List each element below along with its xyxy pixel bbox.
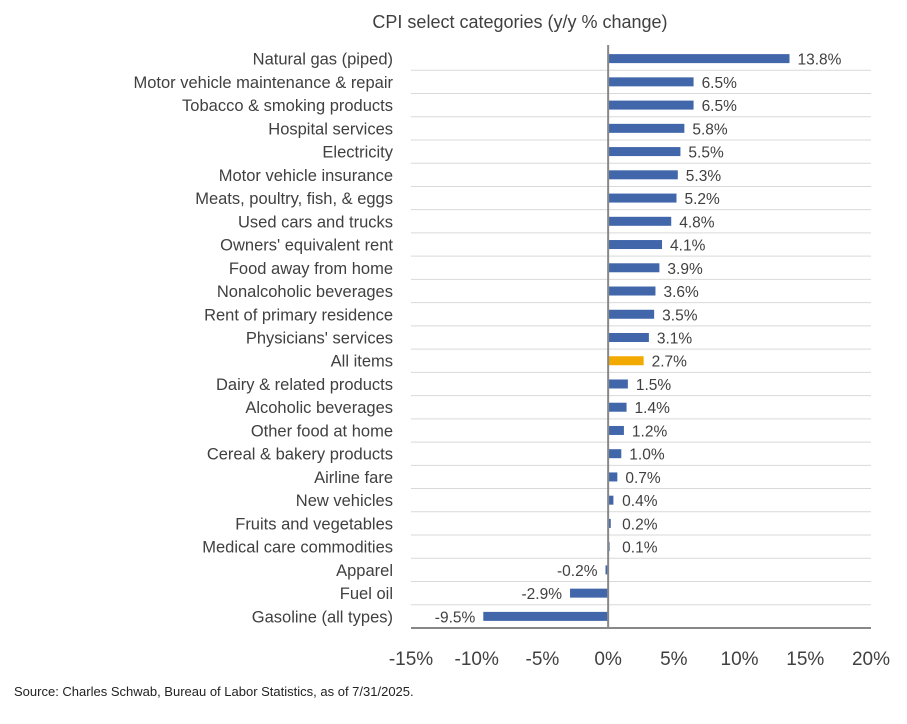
- category-label: Cereal & bakery products: [207, 446, 393, 464]
- data-label: -2.9%: [522, 586, 563, 603]
- category-label: Fruits and vegetables: [235, 515, 393, 533]
- category-label: Meats, poultry, fish, & eggs: [195, 190, 393, 208]
- data-label: 3.6%: [663, 284, 699, 301]
- bar: [608, 54, 790, 64]
- data-label: 1.2%: [632, 423, 668, 440]
- data-label: 0.4%: [622, 493, 658, 510]
- data-label: 2.7%: [652, 354, 688, 371]
- category-label: Electricity: [322, 144, 393, 162]
- category-label: Alcoholic beverages: [245, 399, 393, 417]
- bar: [608, 472, 618, 482]
- data-label: 5.5%: [688, 145, 724, 162]
- data-label: 1.0%: [629, 447, 665, 464]
- bar: [608, 123, 685, 133]
- category-label: Medical care commodities: [202, 539, 393, 557]
- bar: [608, 286, 656, 296]
- category-label: Physicians' services: [246, 330, 393, 348]
- x-tick-label: 5%: [660, 649, 688, 670]
- bar: [570, 588, 609, 598]
- data-label: 5.3%: [686, 168, 722, 185]
- x-tick-label: 20%: [852, 649, 890, 670]
- bar: [608, 147, 681, 157]
- x-tick-label: 15%: [786, 649, 824, 670]
- bar: [608, 402, 627, 412]
- bar: [608, 100, 694, 110]
- data-label: 3.1%: [657, 331, 693, 348]
- bar: [608, 356, 644, 366]
- category-label: Food away from home: [229, 260, 393, 278]
- x-tick-label: 0%: [594, 649, 622, 670]
- bar: [483, 611, 609, 621]
- data-label: -9.5%: [435, 609, 476, 626]
- data-label: -0.2%: [557, 563, 598, 580]
- bar: [608, 309, 655, 319]
- bar: [608, 77, 694, 87]
- category-label: Rent of primary residence: [204, 306, 393, 324]
- data-label: 6.5%: [702, 75, 738, 92]
- category-label: Motor vehicle maintenance & repair: [133, 74, 393, 92]
- category-label: New vehicles: [296, 492, 393, 510]
- category-label: Apparel: [336, 562, 393, 580]
- x-tick-label: -5%: [526, 649, 560, 670]
- category-label: Hospital services: [268, 120, 393, 138]
- category-label: Motor vehicle insurance: [219, 167, 393, 185]
- bar-chart: CPI select categories (y/y % change) Nat…: [133, 12, 890, 670]
- data-label: 3.5%: [662, 307, 698, 324]
- chart-title: CPI select categories (y/y % change): [372, 12, 667, 32]
- data-label: 1.5%: [636, 377, 672, 394]
- data-label: 0.2%: [622, 516, 658, 533]
- category-label: Airline fare: [314, 469, 393, 487]
- category-label: Gasoline (all types): [252, 608, 393, 626]
- category-label: Tobacco & smoking products: [182, 97, 393, 115]
- bar: [608, 379, 628, 389]
- data-label: 1.4%: [635, 400, 671, 417]
- category-label: Used cars and trucks: [238, 213, 393, 231]
- bar: [608, 193, 677, 203]
- bar: [608, 333, 649, 342]
- bar: [608, 170, 678, 180]
- bar: [608, 518, 611, 528]
- data-label: 13.8%: [798, 52, 842, 69]
- bar: [605, 565, 609, 575]
- bar: [608, 240, 663, 250]
- bar: [608, 495, 614, 505]
- category-label: Owners' equivalent rent: [220, 237, 393, 255]
- category-label: Dairy & related products: [216, 376, 393, 394]
- category-label: Fuel oil: [340, 585, 393, 603]
- data-label: 5.8%: [692, 121, 728, 138]
- data-label: 4.1%: [670, 238, 706, 255]
- x-tick-label: -15%: [389, 649, 433, 670]
- x-tick-label: 10%: [721, 649, 759, 670]
- bar: [608, 263, 660, 273]
- x-tick-label: -10%: [455, 649, 499, 670]
- category-label: Natural gas (piped): [253, 51, 393, 69]
- data-label: 6.5%: [702, 98, 738, 115]
- category-label: All items: [331, 353, 393, 371]
- data-label: 3.9%: [667, 261, 703, 278]
- bar: [608, 216, 672, 226]
- category-label: Other food at home: [251, 422, 393, 440]
- data-label: 0.1%: [622, 540, 658, 557]
- bar: [608, 449, 622, 459]
- source-note: Source: Charles Schwab, Bureau of Labor …: [14, 684, 414, 699]
- bar: [608, 425, 624, 435]
- data-label: 0.7%: [625, 470, 661, 487]
- data-label: 5.2%: [684, 191, 720, 208]
- category-label: Nonalcoholic beverages: [217, 283, 393, 301]
- data-label: 4.8%: [679, 214, 715, 231]
